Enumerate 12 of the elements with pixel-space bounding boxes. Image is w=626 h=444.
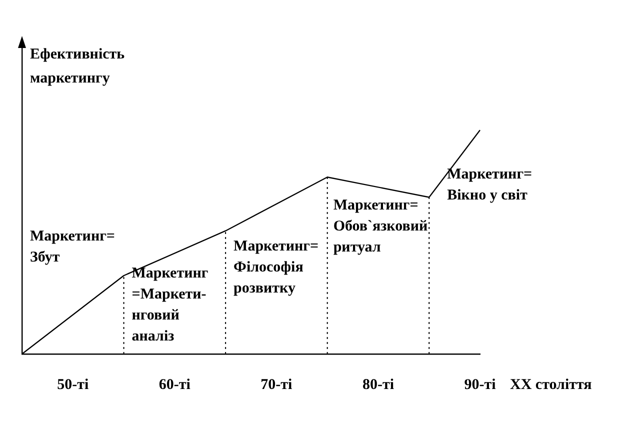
x-tick-label: 90-ті — [464, 376, 496, 393]
x-axis-title: XX століття — [510, 376, 592, 393]
annotation: Маркетинг= Збут — [30, 228, 115, 266]
x-tick-label: 50-ті — [57, 376, 89, 393]
x-tick-label: 70-ті — [260, 376, 292, 393]
annotation: Маркетинг= Обов`язковий ритуал — [333, 197, 428, 256]
annotation: Маркетинг= Філософія розвитку — [234, 238, 319, 296]
x-tick-label: 60-ті — [158, 376, 190, 393]
x-tick-label: 80-ті — [362, 376, 394, 393]
annotation: Маркетинг= Вікно у світ — [447, 166, 532, 204]
y-axis-title: Ефективність маркетингу — [30, 46, 125, 86]
annotation: Маркетинг =Маркети- нговий аналіз — [132, 265, 208, 344]
